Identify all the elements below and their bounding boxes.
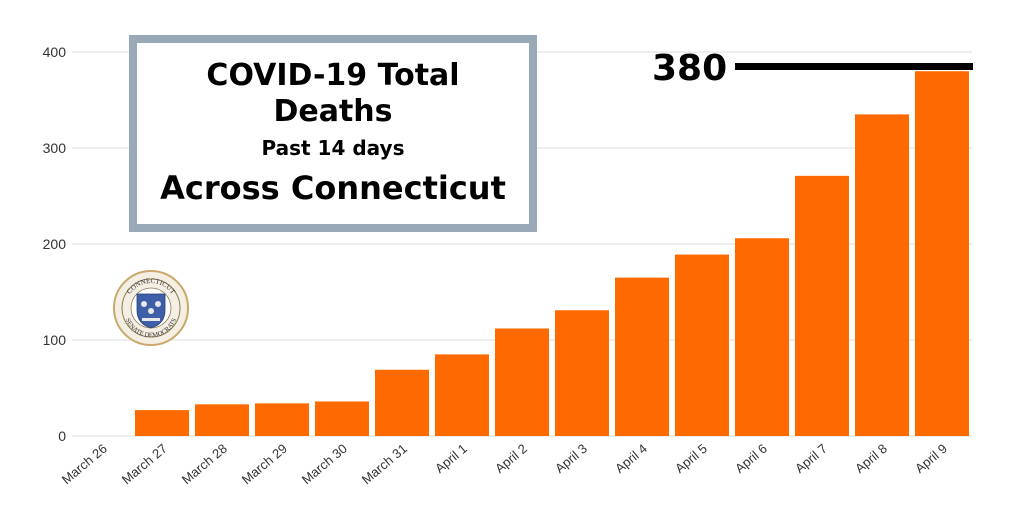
chart-title-box: COVID-19 Total Deaths Past 14 days Acros… xyxy=(129,35,537,232)
bar xyxy=(675,254,729,436)
bar xyxy=(555,310,609,436)
x-tick-label: April 5 xyxy=(672,441,710,476)
bar xyxy=(435,354,489,436)
x-tick-label: March 30 xyxy=(299,441,350,487)
y-tick-label: 100 xyxy=(43,332,67,348)
bar xyxy=(195,404,249,436)
bar xyxy=(915,71,969,436)
bar xyxy=(135,410,189,436)
y-tick-label: 400 xyxy=(43,44,67,60)
x-tick-label: March 26 xyxy=(59,441,110,487)
x-tick-label: April 3 xyxy=(552,441,590,476)
bar xyxy=(375,369,429,436)
x-tick-label: April 6 xyxy=(732,441,770,476)
bar xyxy=(795,175,849,436)
bars xyxy=(135,71,969,437)
connecticut-senate-democrats-seal-logo: CONNECTICUT SENATE DEMOCRATS xyxy=(113,270,189,346)
y-axis-labels: 0 100 200 300 400 xyxy=(43,44,67,444)
y-tick-label: 0 xyxy=(58,428,66,444)
bar xyxy=(315,401,369,436)
x-tick-label: April 1 xyxy=(432,441,470,476)
chart-title: COVID-19 Total Deaths xyxy=(206,57,460,129)
bar xyxy=(495,328,549,436)
x-tick-label: April 4 xyxy=(612,441,650,476)
max-value-callout: 380 xyxy=(652,48,728,89)
y-tick-label: 300 xyxy=(43,140,67,156)
x-axis-labels: March 26 March 27 March 28 March 29 March 30… xyxy=(59,441,950,487)
bar xyxy=(615,277,669,436)
y-tick-label: 200 xyxy=(43,236,67,252)
x-tick-label: March 27 xyxy=(119,441,170,487)
x-tick-label: April 7 xyxy=(792,441,830,476)
x-tick-label: April 8 xyxy=(852,441,890,476)
x-tick-label: April 9 xyxy=(912,441,950,476)
bar xyxy=(855,114,909,437)
chart-subtitle-location: Across Connecticut xyxy=(160,168,506,207)
x-tick-label: March 29 xyxy=(239,441,290,487)
bar xyxy=(255,403,309,436)
max-value-callout-line xyxy=(735,63,973,70)
x-tick-label: March 31 xyxy=(359,441,410,487)
x-tick-label: March 28 xyxy=(179,441,230,487)
bar xyxy=(735,238,789,436)
chart-subtitle: Past 14 days xyxy=(261,135,405,160)
x-tick-label: April 2 xyxy=(492,441,530,476)
